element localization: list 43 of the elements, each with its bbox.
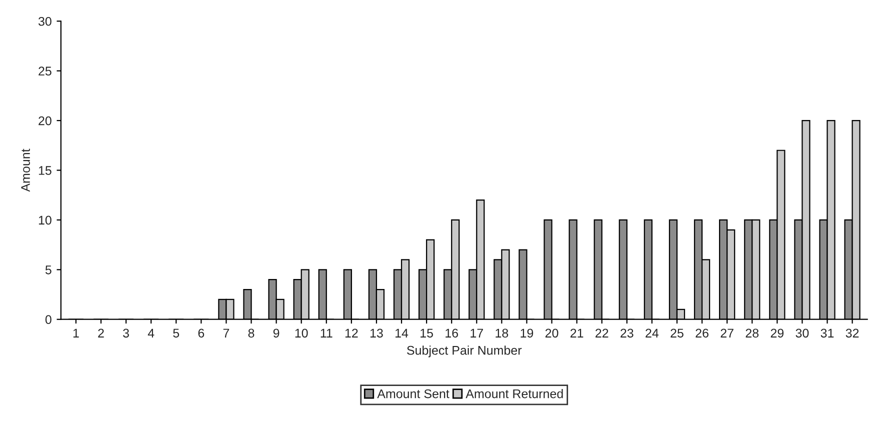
x-tick-label: 4 xyxy=(148,328,154,338)
y-tick-label: 30 xyxy=(38,16,52,26)
x-tick-label: 29 xyxy=(770,328,784,338)
x-tick-label: 15 xyxy=(420,328,433,338)
legend-label: Amount Returned xyxy=(466,389,563,398)
x-tick-label: 12 xyxy=(345,328,358,338)
y-tick-label: 0 xyxy=(45,315,52,324)
x-tick-label: 9 xyxy=(273,328,280,338)
x-tick-label: 5 xyxy=(173,328,180,338)
x-tick-label: 7 xyxy=(223,328,230,338)
x-tick-label: 11 xyxy=(320,328,332,338)
x-tick-label: 21 xyxy=(570,328,584,338)
y-tick-label: 25 xyxy=(38,66,52,76)
x-tick-label: 32 xyxy=(846,328,859,338)
x-tick-label: 3 xyxy=(123,328,129,338)
x-tick-label: 25 xyxy=(670,328,684,338)
x-tick-label: 26 xyxy=(696,328,708,338)
x-tick-label: 28 xyxy=(746,328,759,338)
y-tick-label: 15 xyxy=(38,166,52,175)
x-tick-label: 20 xyxy=(545,328,558,338)
x-tick-label: 24 xyxy=(646,328,659,338)
y-tick-label: 10 xyxy=(38,216,52,225)
x-tick-label: 16 xyxy=(446,328,458,338)
legend-label: Amount Sent xyxy=(377,389,450,398)
x-tick-label: 27 xyxy=(720,328,734,338)
x-tick-label: 13 xyxy=(370,328,383,338)
x-axis-title: Subject Pair Number xyxy=(407,346,522,358)
x-tick-label: 19 xyxy=(520,328,534,338)
x-tick-label: 10 xyxy=(295,328,308,338)
x-tick-label: 1 xyxy=(73,328,79,338)
x-tick-label: 22 xyxy=(596,328,608,338)
y-tick-label: 20 xyxy=(38,116,52,126)
x-tick-label: 17 xyxy=(470,328,483,338)
x-tick-label: 8 xyxy=(248,328,254,338)
x-tick-label: 31 xyxy=(820,328,834,338)
y-axis-title: Amount xyxy=(21,148,30,192)
x-tick-label: 23 xyxy=(620,328,634,338)
x-tick-label: 6 xyxy=(198,328,204,338)
x-tick-label: 14 xyxy=(396,328,408,338)
x-tick-label: 30 xyxy=(796,328,809,338)
y-tick-label: 5 xyxy=(45,266,52,274)
x-tick-label: 2 xyxy=(98,328,104,338)
x-tick-label: 18 xyxy=(496,328,508,338)
